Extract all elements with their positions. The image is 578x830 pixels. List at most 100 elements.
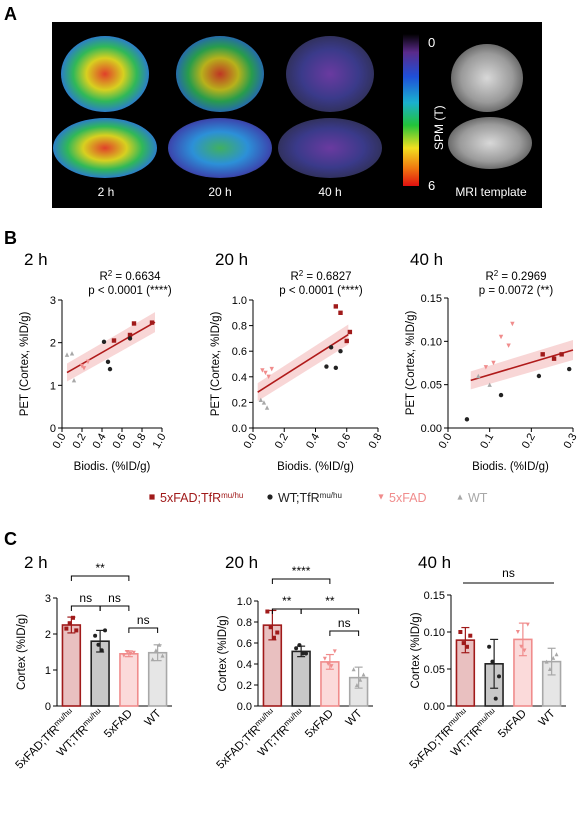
x-axis-label: Biodis. (%ID/g) [472,461,549,473]
brain-slice-2h-sagittal [53,118,157,178]
y-tick-label: 2 [45,629,51,641]
timepoint-label-40h: 40 h [318,185,341,199]
y-tick-label: 0.2 [232,397,247,409]
mri-template-label: MRI template [455,185,527,199]
data-point [261,400,267,405]
panel-letter-a: A [4,4,17,24]
y-tick-label: 0.6 [237,638,252,650]
bar-point [125,650,130,654]
legend-label: 5xFAD [389,491,427,505]
category-label: WT [143,708,164,729]
r-squared-label: R2 = 0.2969 [485,269,546,284]
data-point [269,366,274,372]
x-tick-label: 0.6 [111,432,129,451]
significance-bracket [70,575,130,581]
y-tick-label: 0.8 [232,321,247,333]
bar-point [544,659,549,664]
data-point [344,338,349,344]
bar-point [153,648,158,653]
bar-point [67,621,72,626]
brain-slice-20h-sagittal [168,118,272,178]
bar-point [103,628,108,633]
significance-bracket [300,608,360,614]
data-point [64,352,70,357]
y-tick-label: 0.15 [421,293,442,305]
bar-point [93,633,98,638]
bar-point [322,656,327,661]
data-point [101,339,107,345]
legend-item: 5xFAD [378,491,427,505]
data-point [149,320,155,325]
bar-point [99,648,104,653]
p-value-label: p < 0.0001 (****) [279,285,363,297]
bar-point [131,650,136,655]
y-tick-label: 0.05 [421,380,442,392]
y-tick-label: 1 [50,380,56,392]
group-legend: 5xFAD;TfRmu/hu WT;TfRmu/hu 5xFAD WT [149,491,488,506]
brain-slice-40h-sagittal [278,118,382,178]
category-label: 5xFAD [102,708,135,741]
data-point [338,349,343,354]
r-squared-label: R2 = 0.6827 [290,269,351,284]
y-axis-label: Cortex (%ID/g) [16,614,28,690]
significance-bracket [128,627,159,633]
bar-point [522,648,527,653]
significance-label: ns [79,591,92,605]
bar-point [329,664,334,669]
bar-point [461,641,466,646]
r-squared-label: R2 = 0.6634 [99,269,161,284]
bar-point [96,642,101,647]
bar-point [271,635,276,640]
bar-chart-title: 2 h [24,553,48,572]
y-tick-label: 1.0 [232,295,247,307]
data-point [127,336,133,341]
legend-marker [267,494,273,500]
data-point [551,356,557,361]
legend-label: 5xFAD;TfRmu/hu [160,491,243,506]
x-axis-label: Biodis. (%ID/g) [74,461,151,473]
bar-point [326,662,331,666]
bar [119,652,139,707]
y-tick-label: 0.0 [237,701,252,713]
significance-label: ns [338,616,351,630]
x-tick-label: 0.8 [367,432,385,451]
scatter-title: 20 h [215,250,248,269]
bar-point [497,674,502,679]
x-axis-label: Biodis. (%ID/g) [277,461,354,473]
data-point [559,352,564,357]
category-label: WT [537,708,558,729]
significance-label: ** [95,561,105,575]
bar-point [351,667,356,672]
significance-bracket [271,578,331,584]
data-point [107,366,113,372]
y-tick-label: 0 [45,701,51,713]
bar-point [265,609,270,614]
data-point [476,373,481,379]
legend-marker [457,494,463,500]
bar-point [121,653,126,658]
y-tick-label: 0.05 [424,664,445,676]
legend-item: WT;TfRmu/hu [267,491,342,505]
data-point [266,374,271,379]
data-point [264,405,270,410]
p-value-label: p = 0.0072 (**) [479,285,554,297]
data-point [105,359,111,365]
significance-bracket [99,605,130,611]
data-point [540,352,545,357]
colorbar-max-label: 0 [428,35,435,50]
significance-label: ** [325,594,335,608]
significance-bracket [271,608,302,614]
data-point [491,360,496,366]
mri-template-sagittal [448,117,532,169]
y-axis-label: Cortex (%ID/g) [410,612,422,688]
bar-point [515,630,520,634]
timepoint-label-20h: 20 h [208,185,231,199]
data-point [81,366,87,371]
bar-point [487,644,492,649]
significance-bracket [329,630,360,636]
panel-letter-c: C [4,529,17,549]
x-tick-label: 0.3 [562,432,578,451]
